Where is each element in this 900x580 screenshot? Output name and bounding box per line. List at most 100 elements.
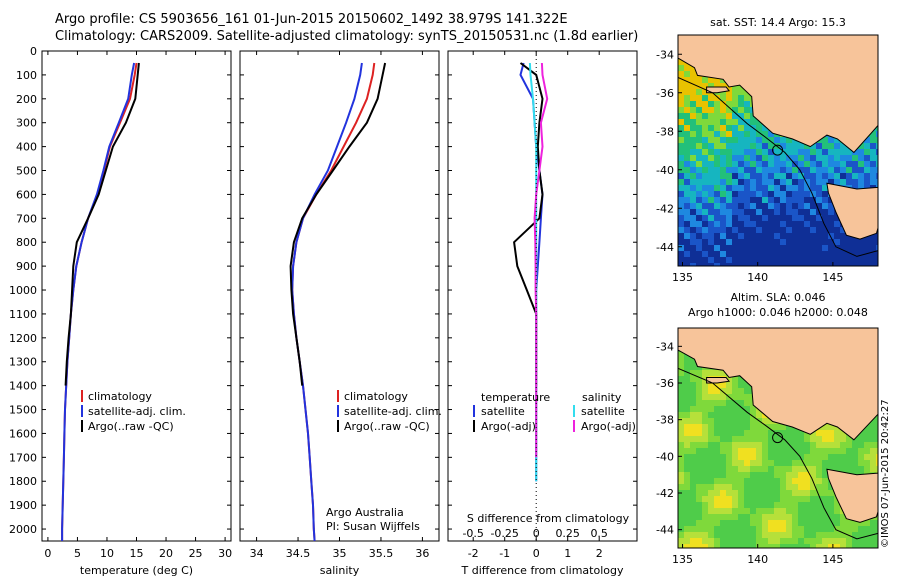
depth-tick-label: 1700	[9, 451, 37, 464]
depth-tick-label: 2000	[9, 523, 37, 536]
x-tick-label: 25	[189, 547, 203, 560]
depth-tick-label: 1300	[9, 356, 37, 369]
plot-frame-temperature	[41, 50, 232, 542]
depth-tick-label: 600	[16, 188, 37, 201]
depth-tick-label: 200	[16, 93, 37, 106]
legend-label: Argo(-adj)	[481, 420, 536, 433]
series-salinity-argo-adj-	[533, 62, 549, 458]
map-lat-label: -38	[656, 125, 674, 138]
x-tick-label: 0	[533, 547, 540, 560]
map-lon-label: 140	[747, 271, 768, 284]
x-tick-label: -2	[468, 547, 479, 560]
map-lat-label: -44	[656, 241, 674, 254]
island-shape	[826, 468, 878, 523]
x-axis-label: temperature (deg C)	[80, 564, 193, 577]
salinity-tick-label: 0	[533, 527, 540, 540]
salinity-axis-label: S difference from climatology	[467, 512, 630, 525]
map-lat-label: -36	[656, 377, 674, 390]
map-lon-label: 135	[672, 553, 693, 566]
map-lat-label: -42	[656, 202, 674, 215]
depth-tick-label: 1200	[9, 332, 37, 345]
series-argo-raw-qc-	[64, 62, 140, 386]
x-axis-label: T difference from climatology	[461, 564, 624, 577]
panel-annotation: PI: Susan Wijffels	[326, 520, 420, 533]
map-lon-label: 135	[672, 271, 693, 284]
legend-label: Argo(..raw -QC)	[88, 420, 174, 433]
x-tick-label: 15	[130, 547, 144, 560]
sla-map-subtitle: Argo h1000: 0.046 h2000: 0.048	[688, 306, 868, 319]
map-frame	[677, 327, 879, 549]
depth-tick-label: 700	[16, 212, 37, 225]
x-tick-label: 1	[564, 547, 571, 560]
map-frame	[677, 34, 879, 267]
x-tick-label: 35	[333, 547, 347, 560]
map-lat-label: -42	[656, 487, 674, 500]
plot-frame-difference	[447, 50, 638, 542]
figure-title-line2: Climatology: CARS2009. Satellite-adjuste…	[55, 29, 639, 44]
x-tick-label: 34	[250, 547, 264, 560]
x-tick-label: 5	[74, 547, 81, 560]
depth-tick-label: 100	[16, 69, 37, 82]
legend-title: salinity	[582, 391, 622, 404]
map-lon-label: 140	[747, 553, 768, 566]
map-lat-label: -44	[656, 524, 674, 537]
legend-label: satellite	[481, 405, 525, 418]
x-tick-label: 30	[218, 547, 232, 560]
map-lon-label: 145	[822, 271, 843, 284]
panel-annotation: Argo Australia	[326, 506, 404, 519]
depth-tick-label: 800	[16, 236, 37, 249]
legend-label: climatology	[88, 390, 152, 403]
depth-tick-label: 1500	[9, 404, 37, 417]
depth-tick-label: 900	[16, 260, 37, 273]
argo-position-marker	[772, 144, 784, 156]
depth-tick-label: 1100	[9, 308, 37, 321]
map-lon-label: 145	[822, 553, 843, 566]
legend-label: satellite	[581, 405, 625, 418]
mainland-shape	[678, 35, 878, 154]
x-tick-label: 34.5	[286, 547, 311, 560]
depth-tick-label: 1900	[9, 499, 37, 512]
map-lat-label: -40	[656, 450, 674, 463]
plot-frame-salinity	[239, 50, 440, 542]
series-argo-raw-qc-	[289, 62, 387, 386]
map-lat-label: -34	[656, 48, 674, 61]
map-sla-map	[677, 327, 879, 549]
legend-label: satellite-adj. clim.	[344, 405, 442, 418]
sla-map-title: Altim. SLA: 0.046	[730, 291, 825, 304]
x-tick-label: 20	[159, 547, 173, 560]
depth-tick-label: 1400	[9, 380, 37, 393]
x-tick-label: 36	[415, 547, 429, 560]
sst-map-title: sat. SST: 14.4 Argo: 15.3	[710, 16, 846, 29]
x-axis-label: salinity	[320, 564, 360, 577]
depth-tick-label: 500	[16, 165, 37, 178]
salinity-tick-label: 0.5	[590, 527, 608, 540]
depth-tick-label: 300	[16, 117, 37, 130]
legend-label: satellite-adj. clim.	[88, 405, 186, 418]
argo-position-marker	[772, 432, 784, 444]
x-tick-label: 0	[44, 547, 51, 560]
depth-tick-label: 1800	[9, 475, 37, 488]
island-shape	[706, 86, 731, 94]
map-sst-map	[677, 34, 879, 267]
x-tick-label: 2	[596, 547, 603, 560]
x-tick-label: -1	[499, 547, 510, 560]
depth-tick-label: 1000	[9, 284, 37, 297]
map-lat-label: -34	[656, 340, 674, 353]
legend-title: temperature	[481, 391, 550, 404]
depth-tick-label: 400	[16, 141, 37, 154]
island-shape	[706, 377, 731, 384]
legend-label: climatology	[344, 390, 408, 403]
island-shape	[826, 182, 878, 240]
figure-title-line1: Argo profile: CS 5903656_161 01-Jun-2015…	[55, 12, 568, 27]
map-lat-label: -40	[656, 164, 674, 177]
map-lat-label: -36	[656, 87, 674, 100]
salinity-tick-label: 0.25	[555, 527, 580, 540]
legend-label: Argo(..raw -QC)	[344, 420, 430, 433]
map-lat-label: -38	[656, 414, 674, 427]
shelf-contour	[678, 76, 878, 257]
salinity-tick-label: -0.5	[462, 527, 483, 540]
depth-tick-label: 1600	[9, 427, 37, 440]
x-tick-label: 35.5	[369, 547, 394, 560]
mainland-shape	[678, 328, 878, 441]
